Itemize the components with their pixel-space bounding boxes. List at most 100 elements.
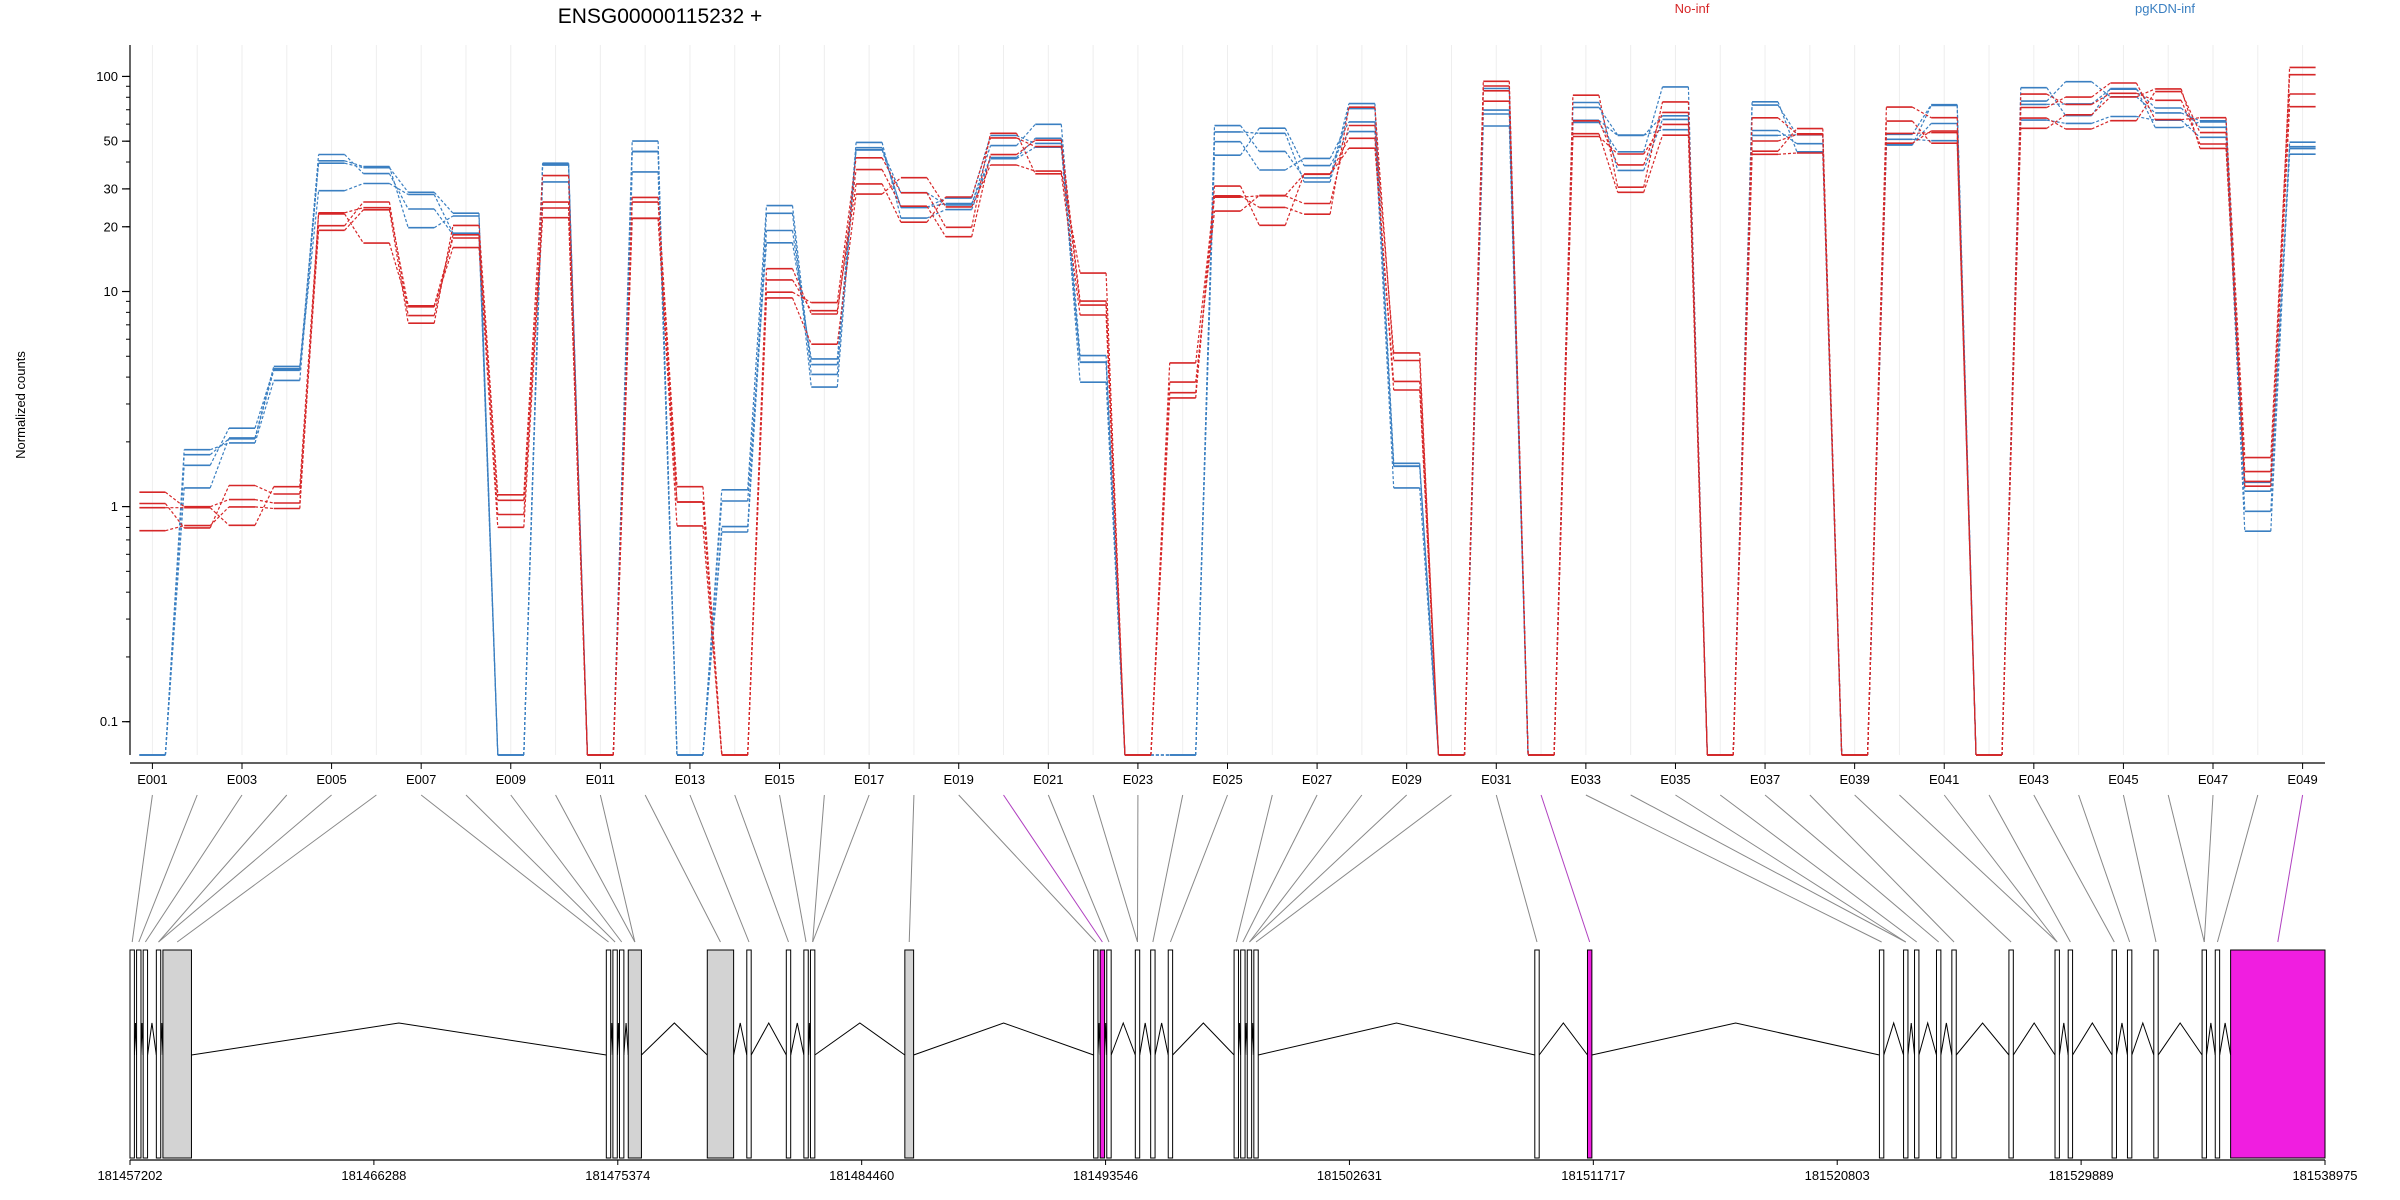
intron-line: [2012, 1022, 2056, 1056]
sample-line: [139, 85, 2316, 756]
exon-connector-line: [1152, 794, 1184, 943]
exon-tick-label: E033: [1571, 772, 1601, 787]
intron-line: [2205, 1022, 2216, 1056]
exon-connector-line: [812, 794, 825, 943]
intron-line: [1883, 1021, 1905, 1056]
exon-box: [2214, 949, 2221, 1159]
genomic-tick-label: 181493546: [1073, 1168, 1138, 1183]
exon-box: [904, 949, 915, 1159]
exon-tick-label: E045: [2108, 772, 2138, 787]
intron-line: [1538, 1022, 1588, 1056]
exon-box: [2008, 949, 2014, 1159]
exon-connector-line: [1003, 794, 1103, 943]
exon-box: [1150, 949, 1156, 1159]
exon-connector-line: [812, 794, 870, 943]
exon-connector-line: [138, 794, 198, 943]
exon-box: [1878, 949, 1885, 1159]
exon-box: [142, 949, 149, 1159]
sample-connector: [164, 81, 2291, 756]
exon-tick-label: E019: [944, 772, 974, 787]
intron-line: [2219, 1022, 2232, 1056]
exon-box: [2111, 949, 2117, 1159]
exon-connector-line: [2203, 794, 2214, 943]
genomic-tick-label: 181520803: [1805, 1168, 1870, 1183]
intron-line: [1591, 1022, 1880, 1056]
exon-connector-line: [1764, 794, 1940, 943]
exon-connector-line: [2167, 794, 2205, 943]
exon-box: [1253, 949, 1259, 1159]
intron-line: [913, 1022, 1094, 1056]
exon-box: [618, 949, 625, 1159]
exon-box: [162, 949, 192, 1159]
exon-box: [2230, 949, 2326, 1159]
exon-box: [1935, 949, 1942, 1159]
exon-box: [1914, 949, 1920, 1159]
exon-connector-line: [2216, 794, 2259, 943]
intron-line: [641, 1022, 708, 1056]
genomic-tick-label: 181502631: [1317, 1168, 1382, 1183]
intron-line: [2115, 1022, 2128, 1056]
exon-connector-line: [2078, 794, 2131, 943]
exon-tick-label: E031: [1481, 772, 1511, 787]
exon-connector-line: [908, 794, 915, 943]
intron-line: [1918, 1021, 1937, 1056]
exon-connector-line: [1047, 794, 1110, 943]
exon-tick-label: E025: [1212, 772, 1242, 787]
exon-connector-line: [131, 794, 153, 943]
intron-line: [1940, 1022, 1953, 1056]
y-tick-label: 10: [104, 284, 118, 299]
exon-connector-line: [644, 794, 721, 943]
exon-box: [1093, 949, 1099, 1159]
genomic-tick-label: 181538975: [2292, 1168, 2357, 1183]
exon-connector-line: [1809, 794, 1955, 943]
exon-connector-line: [1675, 794, 1907, 943]
exon-box: [2201, 949, 2207, 1159]
exon-connector-line: [1255, 794, 1452, 943]
exon-tick-label: E015: [764, 772, 794, 787]
exon-box: [1246, 949, 1253, 1159]
exon-box: [803, 949, 809, 1159]
y-tick-label: 50: [104, 134, 118, 149]
exon-tick-label: E013: [675, 772, 705, 787]
legend-entry-pgkdn-inf: pgKDN-inf: [2135, 1, 2195, 16]
exon-box: [785, 949, 792, 1159]
exon-box: [627, 949, 642, 1159]
exon-connector-line: [420, 794, 609, 943]
intron-line: [1154, 1022, 1169, 1056]
exon-connector-line: [1899, 794, 2058, 943]
exon-tick-label: E009: [496, 772, 526, 787]
exon-connector-line: [2277, 794, 2304, 943]
exon-tick-label: E023: [1123, 772, 1153, 787]
exon-box: [1903, 949, 1909, 1159]
intron-line: [790, 1022, 805, 1056]
intron-line: [750, 1021, 787, 1056]
exon-connector-line: [2122, 794, 2157, 943]
exon-connector-line: [1540, 794, 1591, 943]
exon-tick-label: E029: [1391, 772, 1421, 787]
exon-box: [1233, 949, 1239, 1159]
exon-connector-line: [599, 794, 636, 943]
exon-tick-label: E017: [854, 772, 884, 787]
exon-connector-line: [465, 794, 616, 943]
gene-model: 181457202 181466288 181475374 181484460 1814…: [97, 949, 2358, 1183]
y-tick-label: 100: [96, 69, 118, 84]
exon-connector-line: [1943, 794, 2058, 943]
intron-line: [1955, 1022, 2010, 1056]
genomic-tick-label: 181529889: [2049, 1168, 2114, 1183]
exon-box: [2067, 949, 2074, 1159]
exon-connector-line: [1495, 794, 1538, 943]
intron-line: [191, 1022, 607, 1056]
exon-tick-label: E027: [1302, 772, 1332, 787]
exon-box: [1106, 949, 1112, 1159]
exon-box: [1534, 949, 1540, 1159]
series-no-inf: [139, 66, 2316, 756]
legend-entry-no-inf: No-inf: [1675, 1, 1710, 16]
exon-box: [746, 949, 752, 1159]
genomic-tick-label: 181511717: [1561, 1168, 1625, 1183]
exon-connector-line: [779, 794, 807, 943]
exon-connector-line: [158, 794, 288, 943]
exon-tick-label: E041: [1929, 772, 1959, 787]
exon-connector-line: [1242, 794, 1318, 943]
exon-connector-line: [1249, 794, 1408, 943]
